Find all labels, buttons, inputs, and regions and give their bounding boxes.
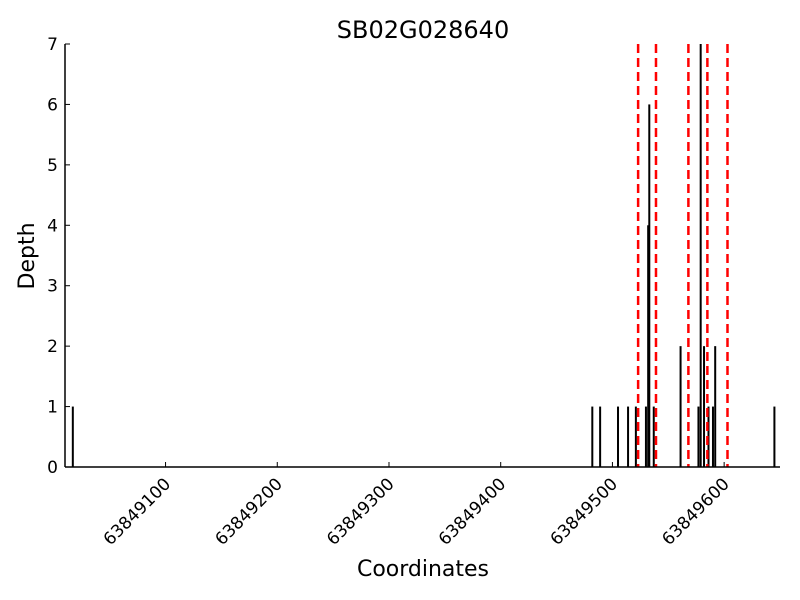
- depth-bar: [617, 406, 620, 467]
- depth-bar: [652, 406, 655, 467]
- y-ticks-group: 0 1 2 3 4 5 6 7: [47, 35, 70, 478]
- vlines-group: [636, 44, 729, 467]
- chart-title: SB02G028640: [337, 16, 509, 44]
- depth-bar: [711, 406, 714, 467]
- axes-group: [64, 44, 780, 468]
- x-tick-label: 63849400: [435, 474, 510, 549]
- depth-bar: [703, 346, 706, 467]
- y-axis-label: Depth: [15, 222, 40, 289]
- x-tick-label: 63849100: [100, 474, 175, 549]
- y-tick-label: 5: [47, 156, 58, 176]
- x-tick-label: 63849600: [658, 474, 733, 549]
- y-tick-label: 7: [47, 35, 58, 55]
- y-tick-label: 2: [47, 337, 58, 357]
- bars-group: [71, 44, 776, 468]
- y-tick-label: 0: [47, 458, 58, 478]
- x-axis-label: Coordinates: [357, 557, 489, 582]
- depth-bar: [634, 406, 637, 467]
- depth-bar: [714, 346, 717, 467]
- depth-bar: [71, 406, 74, 467]
- depth-bar: [697, 406, 700, 467]
- depth-bar: [648, 104, 651, 468]
- depth-bar: [773, 406, 776, 467]
- depth-bar: [644, 406, 647, 467]
- depth-bar: [591, 406, 594, 467]
- y-tick-label: 6: [47, 95, 58, 115]
- x-ticks-group: 63849100 63849200 63849300 63849400 63849500…: [100, 462, 734, 550]
- depth-bar: [699, 44, 702, 467]
- depth-bar: [599, 406, 602, 467]
- y-tick-label: 4: [47, 216, 58, 236]
- depth-bar: [679, 346, 682, 467]
- x-tick-label: 63849200: [211, 474, 286, 549]
- x-tick-label: 63849500: [547, 474, 622, 549]
- y-tick-label: 1: [47, 398, 58, 418]
- x-tick-label: 63849300: [323, 474, 398, 549]
- depth-bar: [647, 225, 650, 467]
- depth-bar: [627, 406, 630, 467]
- y-tick-label: 3: [47, 277, 58, 297]
